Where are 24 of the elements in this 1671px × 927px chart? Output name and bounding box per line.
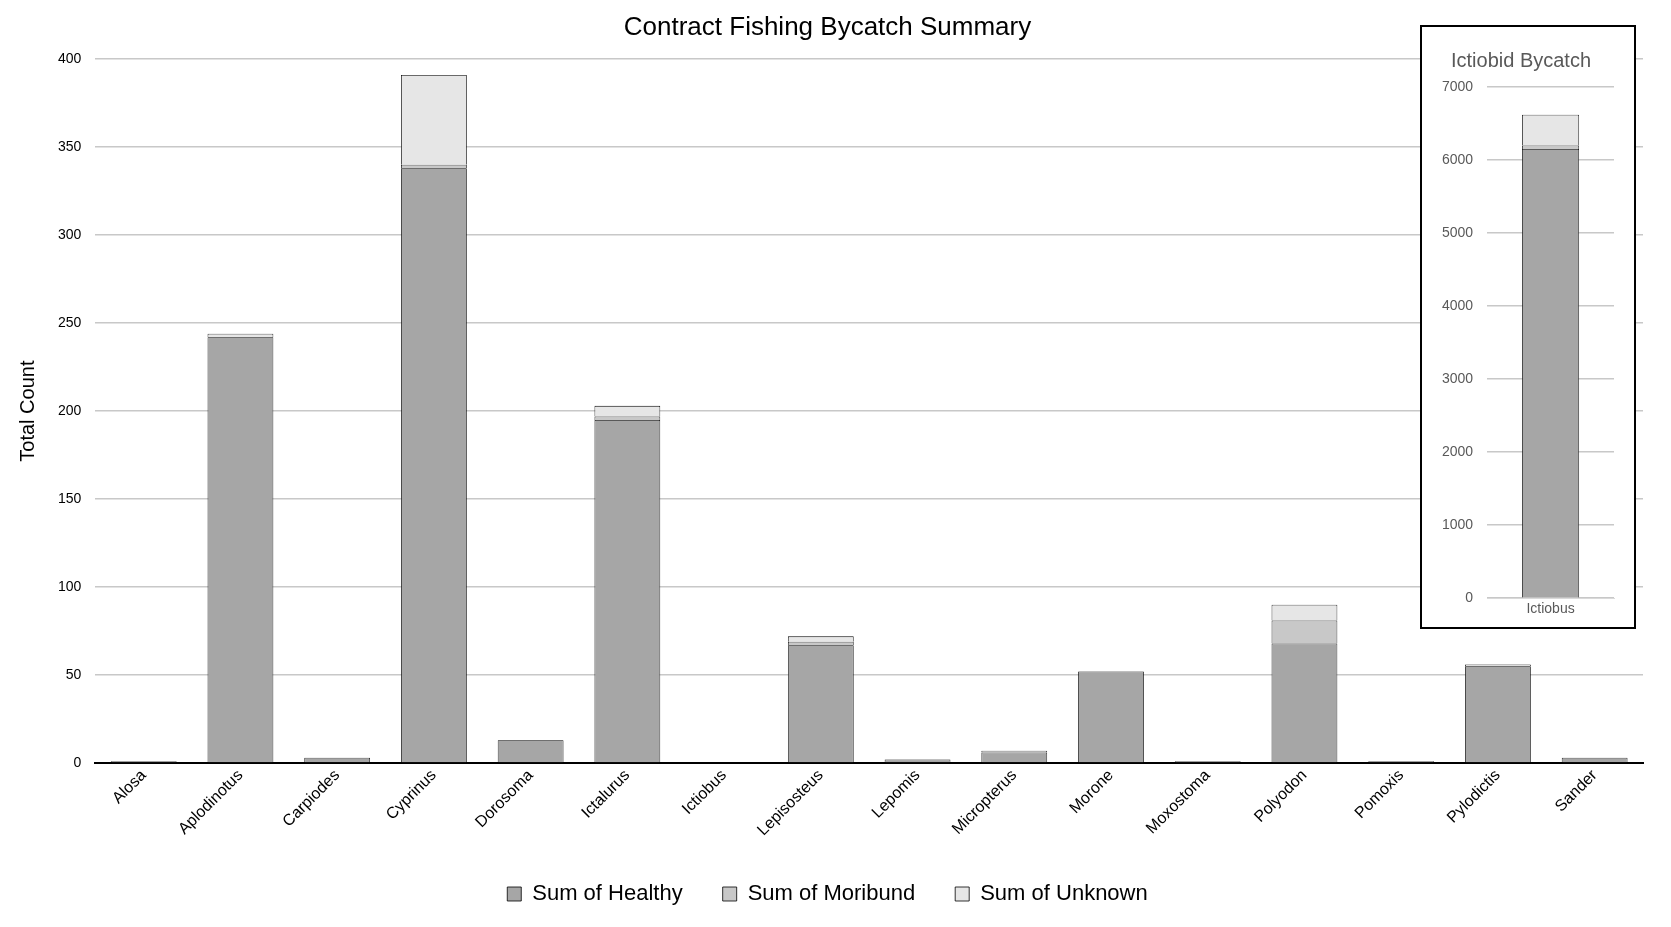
y-tick-label: 0 (73, 753, 82, 770)
y-tick-label: 250 (58, 314, 82, 330)
y-tick-label: 350 (58, 138, 82, 155)
y-tick-label: 2000 (1441, 443, 1474, 459)
y-axis-title: Total Count (15, 360, 38, 462)
y-tick-label: 150 (58, 489, 82, 506)
x-tick-label: Ictiobus (1526, 600, 1575, 617)
y-tick-label: 5000 (1441, 223, 1474, 240)
chart-title: Contract Fishing Bycatch Summary (623, 10, 1032, 41)
y-tick-label: 400 (58, 50, 82, 67)
y-tick-label: 6000 (1441, 150, 1474, 167)
legend-label: Sum of Unknown (980, 880, 1148, 906)
y-tick-label: 7000 (1441, 77, 1474, 94)
y-tick-label: 50 (65, 665, 82, 682)
legend-label: Sum of Healthy (532, 880, 683, 906)
y-tick-label: 300 (58, 226, 82, 243)
y-tick-label: 1000 (1441, 516, 1474, 533)
y-tick-label: 3000 (1441, 369, 1474, 386)
legend-label: Sum of Moribund (747, 880, 916, 906)
chart-title: Ictiobid Bycatch (1450, 48, 1592, 71)
y-tick-label: 0 (1465, 589, 1474, 606)
y-tick-label: 200 (58, 401, 82, 418)
y-tick-label: 100 (58, 577, 82, 594)
y-tick-label: 4000 (1441, 296, 1474, 313)
